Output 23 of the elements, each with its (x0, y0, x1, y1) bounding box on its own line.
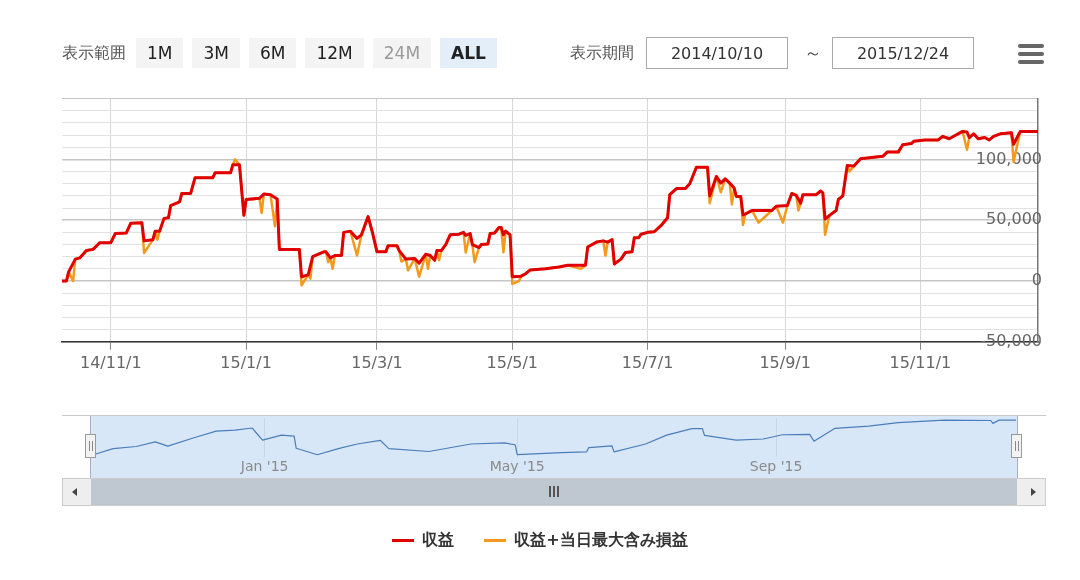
x-tick-label: 15/5/1 (486, 352, 539, 372)
legend-label: 収益+当日最大含み損益 (514, 530, 688, 551)
x-tick-label: 15/7/1 (621, 352, 674, 372)
legend-label: 収益 (422, 530, 455, 551)
text: 3M (192, 38, 240, 68)
text: 2014/10/10 (646, 37, 788, 69)
text: 6M (248, 38, 297, 68)
x-tick-label: 15/11/1 (889, 352, 952, 372)
x-tick-label: Sep '15 (749, 458, 803, 475)
text: ALL (440, 38, 497, 68)
text: 2015/12/24 (832, 37, 974, 69)
text: ～ (804, 41, 822, 65)
x-tick-label: 15/1/1 (220, 352, 272, 372)
text: 1M (136, 38, 184, 68)
x-tick-label: May '15 (489, 458, 545, 475)
text: 表示期間 (570, 42, 634, 64)
x-tick-label: Jan '15 (239, 458, 289, 475)
text: 12M (305, 38, 364, 68)
x-tick-label: 14/11/1 (79, 352, 142, 372)
x-tick-label: 15/3/1 (351, 352, 403, 372)
text: 24M (372, 38, 432, 68)
text: 表示範囲 (62, 42, 126, 64)
x-tick-label: 15/9/1 (759, 352, 811, 372)
